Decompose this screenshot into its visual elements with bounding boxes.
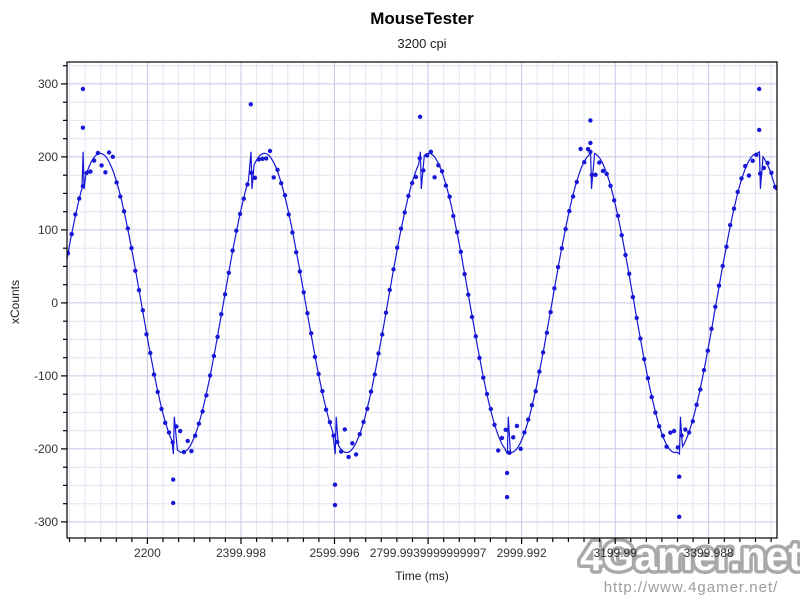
svg-text:2599.996: 2599.996 (309, 546, 359, 560)
svg-text:100: 100 (38, 223, 58, 237)
chart-subtitle: 3200 cpi (397, 36, 447, 51)
svg-text:-100: -100 (34, 369, 58, 383)
svg-text:-300: -300 (34, 515, 58, 529)
y-axis-label: xCounts (8, 279, 22, 325)
watermark-url: http://www.4gamer.net/ (603, 579, 779, 596)
page-title: MouseTester (370, 9, 474, 28)
svg-text:2399.998: 2399.998 (216, 546, 266, 560)
svg-text:2999.992: 2999.992 (497, 546, 547, 560)
svg-text:300: 300 (38, 77, 58, 91)
svg-text:2200: 2200 (134, 546, 161, 560)
svg-text:2799.9939999999997: 2799.9939999999997 (370, 546, 487, 560)
watermark: 4Gamer.net http://www.4gamer.net/ (577, 530, 800, 597)
svg-text:0: 0 (51, 296, 58, 310)
watermark-logo-text: 4Gamer.net (580, 533, 800, 579)
x-axis-label: Time (ms) (395, 569, 449, 583)
svg-text:-200: -200 (34, 442, 58, 456)
watermark-logo: 4Gamer.net (577, 530, 800, 583)
svg-text:200: 200 (38, 150, 58, 164)
